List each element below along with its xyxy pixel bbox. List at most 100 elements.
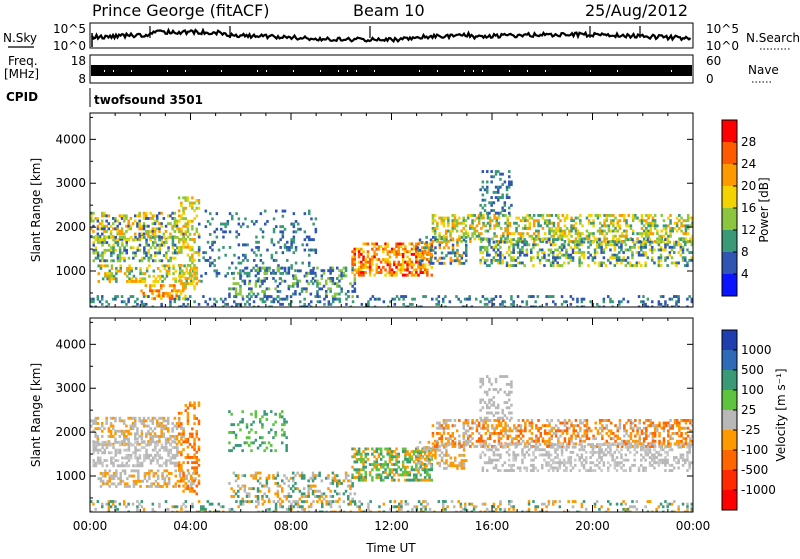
range-gate-cell — [345, 298, 348, 301]
range-gate-cell — [486, 264, 489, 267]
range-gate-cell — [600, 241, 603, 244]
range-gate-cell — [533, 214, 536, 217]
range-gate-cell — [564, 224, 567, 227]
range-gate-cell — [402, 450, 405, 453]
range-gate-cell — [445, 254, 448, 257]
range-gate-cell — [150, 485, 153, 488]
range-gate-cell — [654, 224, 657, 227]
range-gate-cell — [570, 295, 573, 298]
range-gate-cell — [257, 249, 260, 252]
range-gate-cell — [123, 422, 126, 425]
range-gate-cell — [402, 463, 405, 466]
range-gate-cell — [261, 436, 264, 439]
range-gate-cell — [482, 424, 485, 427]
range-gate-cell — [354, 261, 357, 264]
range-gate-cell — [504, 181, 507, 184]
range-gate-cell — [488, 201, 491, 204]
range-gate-cell — [228, 431, 231, 434]
range-gate-cell — [436, 224, 439, 227]
range-gate-cell — [644, 246, 647, 249]
range-gate-cell — [241, 449, 244, 452]
range-gate-cell — [297, 223, 300, 226]
range-gate-cell — [152, 459, 155, 462]
range-gate-cell — [382, 258, 385, 261]
range-gate-cell — [683, 427, 686, 430]
range-gate-cell — [620, 243, 623, 246]
range-gate-cell — [101, 214, 104, 217]
range-gate-cell — [449, 230, 452, 233]
range-gate-cell — [159, 249, 162, 252]
range-gate-cell — [665, 227, 668, 230]
date-title: 25/Aug/2012 — [585, 1, 688, 20]
range-gate-cell — [189, 404, 192, 407]
range-gate-cell — [175, 277, 178, 280]
range-gate-cell — [443, 462, 446, 465]
range-gate-cell — [592, 256, 595, 259]
range-gate-cell — [504, 227, 507, 230]
range-gate-cell — [97, 457, 100, 460]
range-gate-cell — [666, 241, 669, 244]
range-gate-cell — [362, 250, 365, 253]
range-gate-cell — [579, 440, 582, 443]
range-gate-cell — [478, 437, 481, 440]
range-gate-cell — [104, 475, 107, 478]
range-gate-cell — [445, 422, 448, 425]
range-gate-cell — [365, 466, 368, 469]
range-gate-cell — [620, 300, 623, 303]
range-gate-cell — [172, 462, 175, 465]
range-gate-cell — [180, 227, 183, 230]
range-gate-cell — [425, 457, 428, 460]
range-gate-cell — [292, 477, 295, 480]
range-gate-cell — [551, 222, 554, 225]
range-gate-cell — [443, 422, 446, 425]
range-gate-cell — [169, 295, 172, 298]
range-gate-cell — [564, 232, 567, 235]
range-gate-cell — [531, 427, 534, 430]
range-gate-cell — [149, 235, 152, 238]
range-gate-cell — [445, 230, 448, 233]
range-gate-cell — [623, 214, 626, 217]
range-gate-cell — [570, 437, 573, 440]
range-gate-cell — [187, 225, 190, 228]
range-gate-cell — [409, 250, 412, 253]
range-gate-cell — [524, 217, 527, 220]
range-gate-cell — [398, 248, 401, 251]
range-gate-cell — [641, 214, 644, 217]
range-gate-cell — [669, 246, 672, 249]
freq-trace-gap — [221, 70, 222, 72]
range-gate-cell — [499, 178, 502, 181]
range-gate-cell — [680, 440, 683, 443]
range-gate-cell — [432, 230, 435, 233]
range-gate-cell — [332, 298, 335, 301]
range-gate-cell — [233, 254, 236, 257]
range-gate-cell — [169, 435, 172, 438]
range-gate-cell — [266, 295, 269, 298]
range-gate-cell — [501, 209, 504, 212]
range-gate-cell — [369, 258, 372, 261]
range-gate-cell — [143, 257, 146, 260]
range-gate-cell — [415, 458, 418, 461]
range-gate-cell — [552, 295, 555, 298]
range-gate-cell — [114, 430, 117, 433]
range-gate-cell — [489, 432, 492, 435]
range-gate-cell — [130, 417, 133, 420]
range-gate-cell — [164, 480, 167, 483]
range-gate-cell — [660, 238, 663, 241]
range-gate-cell — [484, 188, 487, 191]
range-gate-cell — [376, 474, 379, 477]
range-gate-cell — [614, 227, 617, 230]
range-gate-cell — [526, 219, 529, 222]
range-gate-cell — [132, 239, 135, 242]
range-gate-cell — [573, 442, 576, 445]
range-gate-cell — [295, 230, 298, 233]
range-gate-cell — [441, 459, 444, 462]
range-gate-cell — [425, 252, 428, 255]
range-gate-cell — [579, 219, 582, 222]
range-gate-cell — [600, 264, 603, 267]
range-gate-cell — [614, 249, 617, 252]
range-gate-cell — [191, 246, 194, 249]
range-gate-cell — [432, 262, 435, 265]
range-gate-cell — [207, 220, 210, 223]
range-gate-cell — [174, 464, 177, 467]
range-gate-cell — [642, 254, 645, 257]
